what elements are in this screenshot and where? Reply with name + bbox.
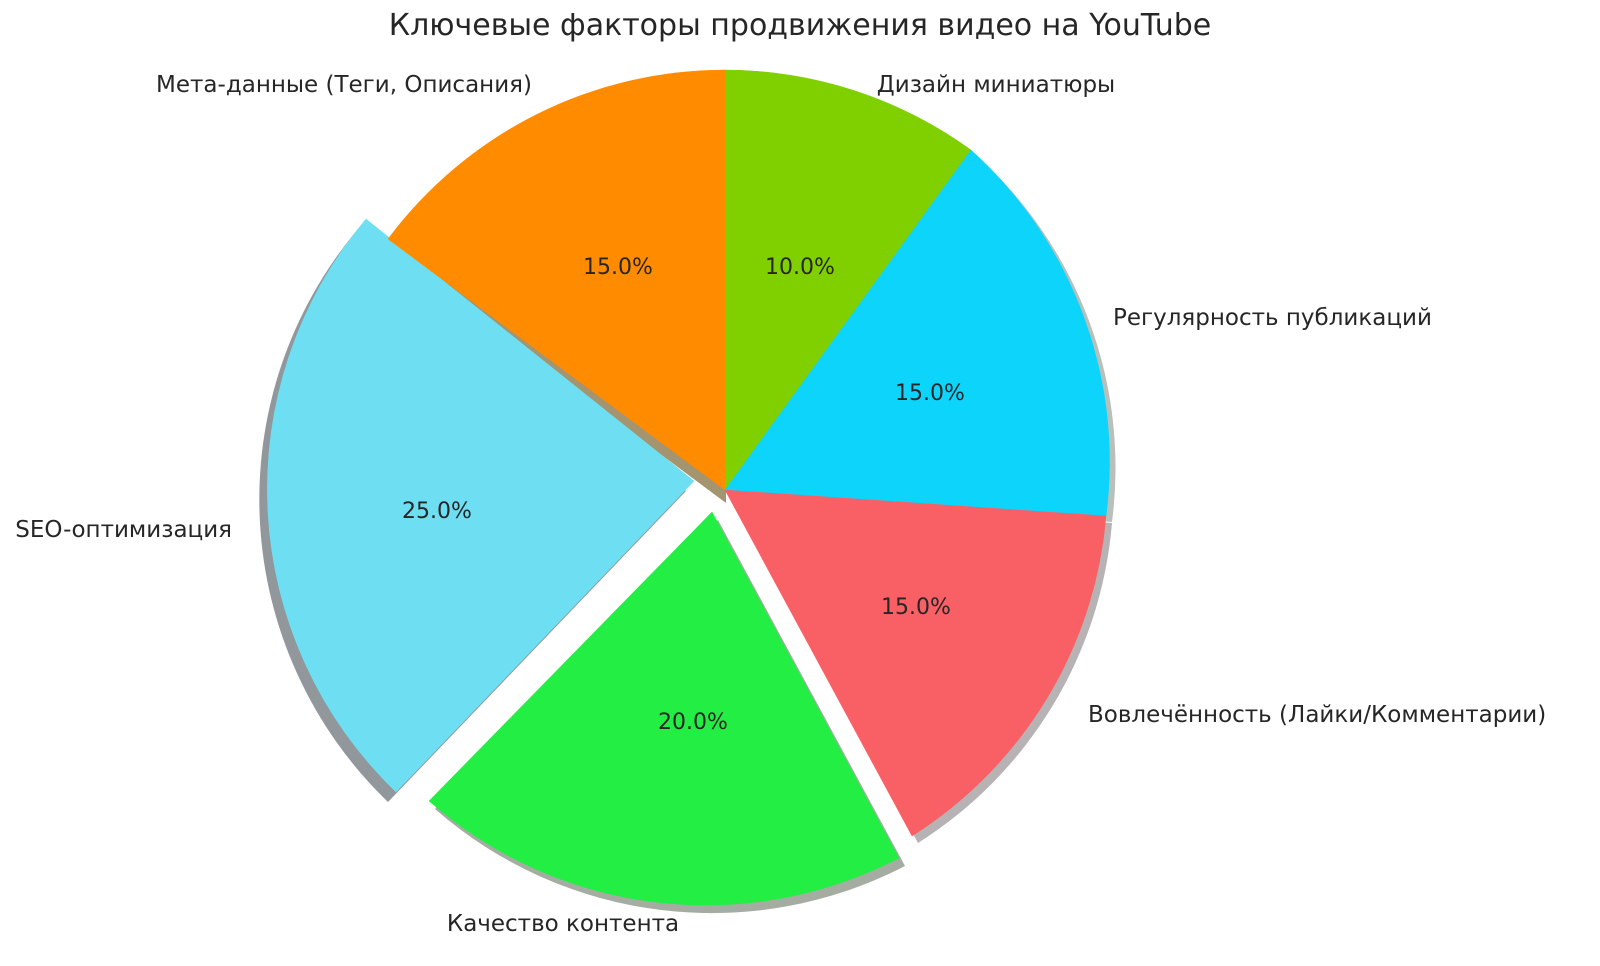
label-thumbnail-design: Дизайн миниатюры: [877, 72, 1115, 98]
slice-content-quality[interactable]: [428, 511, 900, 906]
pct-seo-optimization: 25.0%: [402, 499, 472, 524]
label-meta-data: Мета-данные (Теги, Описания): [156, 72, 532, 98]
pie-slices: [267, 69, 1110, 906]
pct-posting-regularity: 15.0%: [895, 381, 965, 406]
label-content-quality: Качество контента: [447, 911, 679, 937]
pct-meta-data: 15.0%: [583, 255, 653, 280]
chart-title: Ключевые факторы продвижения видео на Yo…: [388, 8, 1212, 43]
pct-engagement: 15.0%: [881, 595, 951, 620]
pie-category-labels: Дизайн миниатюры Регулярность публикаций…: [15, 72, 1546, 937]
slice-thumbnail-design[interactable]: [724, 69, 972, 491]
pct-thumbnail-design: 10.0%: [765, 255, 835, 280]
slice-seo-optimization[interactable]: [267, 218, 695, 793]
slice-engagement[interactable]: [724, 489, 1107, 837]
slice-meta-data[interactable]: [387, 69, 726, 491]
label-posting-regularity: Регулярность публикаций: [1113, 305, 1432, 331]
label-seo-optimization: SEO-оптимизация: [15, 517, 232, 543]
pct-content-quality: 20.0%: [658, 710, 728, 735]
pie-percent-labels: 10.0% 15.0% 15.0% 20.0% 25.0% 15.0%: [402, 255, 965, 735]
label-engagement: Вовлечённость (Лайки/Комментарии): [1088, 702, 1546, 728]
slice-posting-regularity[interactable]: [724, 149, 1110, 517]
